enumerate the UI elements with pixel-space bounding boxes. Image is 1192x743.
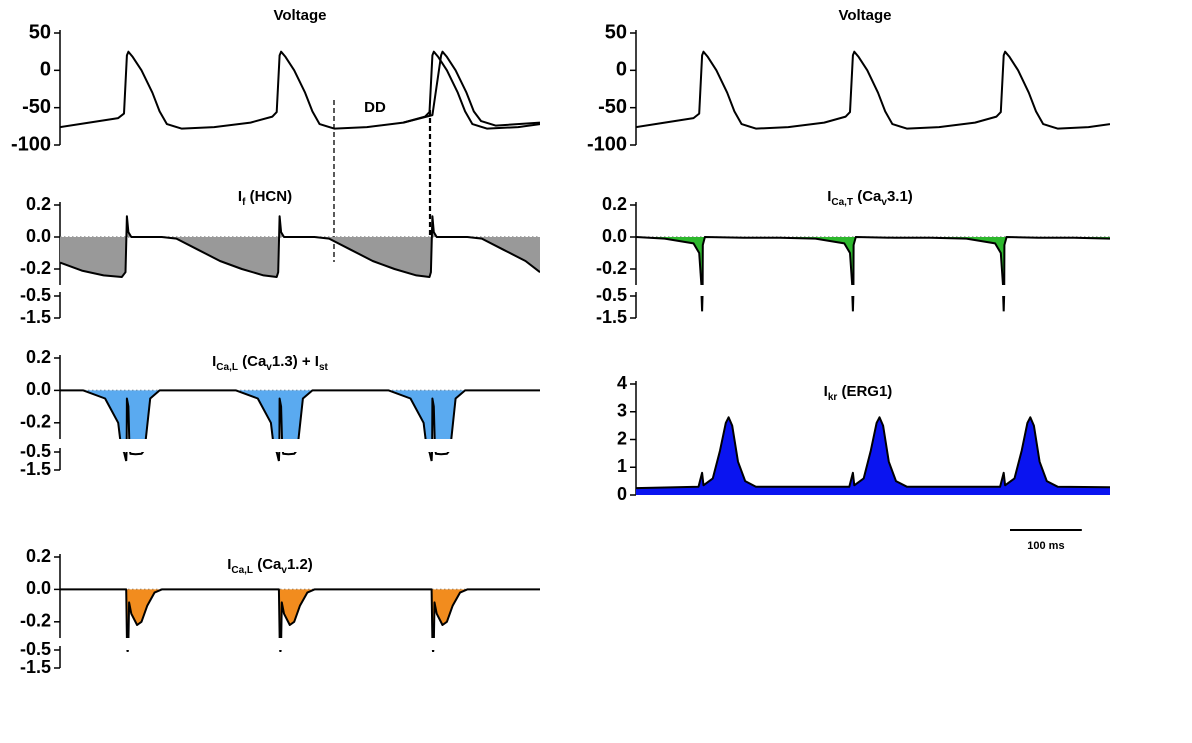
trace [60, 389, 540, 439]
y-tick-label: 0 [617, 484, 627, 504]
y-tick-label: -100 [11, 133, 51, 155]
y-tick-label: 3 [617, 401, 627, 421]
title-text: I [827, 188, 831, 205]
trace [636, 236, 1110, 285]
y-tick-label: 0.0 [26, 226, 51, 246]
title-subscript: kr [828, 392, 838, 403]
trace-lower [60, 282, 540, 290]
title-text: Voltage [273, 7, 326, 24]
title-text: I [212, 353, 216, 370]
title-text: I [238, 188, 242, 205]
panel-title: Voltage [838, 7, 891, 24]
y-tick-label: -0.2 [20, 611, 51, 631]
trace-lower [122, 452, 450, 462]
area [636, 237, 1110, 285]
trace [636, 50, 1110, 130]
y-tick-label: -0.5 [596, 285, 627, 305]
y-tick-label: -0.2 [20, 258, 51, 278]
title-text: 1.3) + I [272, 353, 319, 370]
y-tick-label: -1.5 [20, 307, 51, 327]
y-tick-label: -1.5 [20, 657, 51, 677]
panel-title: ICa,L (Cav1.3) + Ist [212, 353, 328, 373]
y-tick-label: -100 [587, 133, 627, 155]
y-tick-label: 50 [605, 21, 627, 43]
y-tick-label: 0.0 [602, 226, 627, 246]
trace [60, 50, 540, 130]
y-tick-label: -0.5 [20, 285, 51, 305]
title-subscript: st [319, 362, 329, 373]
y-tick-label: 0.2 [26, 546, 51, 566]
y-tick-label: 0 [616, 59, 627, 81]
y-tick-label: 50 [29, 21, 51, 43]
title-subscript: Ca,L [231, 565, 253, 576]
panel-title: ICa,T (Cav3.1) [827, 188, 913, 208]
scale-bar-label: 100 ms [1027, 540, 1064, 552]
trace [636, 416, 1110, 490]
y-tick-label: -1.5 [596, 307, 627, 327]
title-text: 1.2) [287, 556, 313, 573]
y-tick-label: 0.0 [26, 578, 51, 598]
y-tick-label: -1.5 [20, 459, 51, 479]
y-tick-label: -0.5 [20, 441, 51, 461]
panel-title: Ikr (ERG1) [824, 383, 893, 403]
title-subscript: Ca,L [216, 362, 238, 373]
title-text: 3.1) [887, 188, 913, 205]
area [60, 589, 540, 638]
title-text: (Ca [238, 353, 267, 370]
y-tick-label: 2 [617, 428, 627, 448]
trace [60, 215, 540, 278]
area [636, 417, 1110, 495]
panel-title: Voltage [273, 7, 326, 24]
title-subscript: Ca,T [831, 197, 853, 208]
y-tick-label: -0.2 [20, 412, 51, 432]
area [60, 216, 540, 277]
title-subscript: v [881, 197, 887, 208]
title-text: (HCN) [245, 188, 292, 205]
title-text: (Ca [853, 188, 882, 205]
trace [60, 588, 540, 638]
y-tick-label: -50 [598, 96, 627, 118]
area [60, 390, 540, 439]
y-tick-label: -0.5 [20, 639, 51, 659]
trace [403, 50, 540, 127]
y-tick-label: -50 [22, 96, 51, 118]
y-tick-label: 0.2 [602, 194, 627, 214]
y-tick-label: 1 [617, 456, 627, 476]
annotation: DD [364, 99, 386, 116]
title-text: I [227, 556, 231, 573]
title-subscript: f [242, 197, 246, 208]
title-text: I [824, 383, 828, 400]
title-subscript: v [266, 362, 272, 373]
y-tick-label: 0.2 [26, 347, 51, 367]
title-text: (Ca [253, 556, 282, 573]
trace-lower [700, 296, 1006, 312]
y-tick-label: 0.2 [26, 194, 51, 214]
title-subscript: v [281, 565, 287, 576]
trace-lower [126, 650, 435, 652]
title-text: Voltage [838, 7, 891, 24]
y-tick-label: -0.2 [596, 258, 627, 278]
title-text: (ERG1) [837, 383, 892, 400]
y-tick-label: 0 [40, 59, 51, 81]
panel-title: If (HCN) [238, 188, 292, 208]
y-tick-label: 0.0 [26, 379, 51, 399]
panel-title: ICa,L (Cav1.2) [227, 556, 313, 576]
y-tick-label: 4 [617, 373, 627, 393]
